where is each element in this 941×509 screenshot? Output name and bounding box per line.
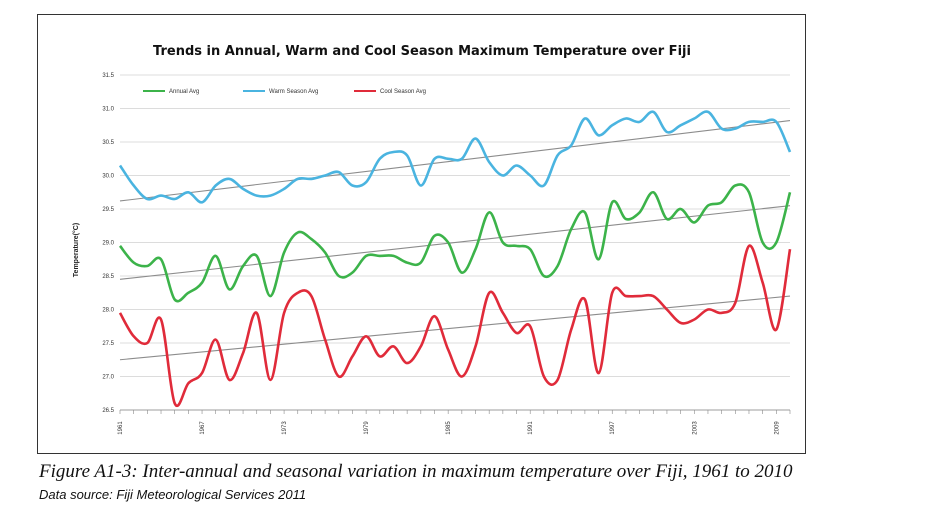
y-tick-label: 27.5 bbox=[102, 341, 114, 347]
legend: Annual Avg Warm Season Avg Cool Season Avg bbox=[143, 89, 426, 95]
y-axis-label: Temperature(°C) bbox=[72, 223, 80, 277]
y-tick-label: 28.0 bbox=[102, 308, 114, 314]
x-tick-label: 2003 bbox=[692, 421, 698, 435]
chart-svg: Trends in Annual, Warm and Cool Season M… bbox=[72, 44, 792, 435]
x-tick-label: 1979 bbox=[364, 421, 370, 435]
x-tick-label: 1967 bbox=[200, 421, 206, 435]
x-tick-label: 1961 bbox=[118, 421, 124, 435]
x-tick-label: 1973 bbox=[282, 421, 288, 435]
x-tick-label: 1997 bbox=[610, 421, 616, 435]
x-tick-label: 2009 bbox=[774, 421, 780, 435]
y-tick-label: 29.0 bbox=[102, 241, 114, 247]
figure-caption: Figure A1-3: Inter-annual and seasonal v… bbox=[39, 461, 793, 482]
x-tick-label: 1991 bbox=[528, 421, 534, 435]
trend-line-cool bbox=[119, 295, 791, 361]
trend-layer bbox=[119, 120, 791, 361]
y-tick-label: 31.5 bbox=[102, 73, 114, 79]
chart-title: Trends in Annual, Warm and Cool Season M… bbox=[153, 44, 691, 59]
chart-frame: Trends in Annual, Warm and Cool Season M… bbox=[37, 14, 806, 454]
y-tick-label: 27.0 bbox=[102, 375, 114, 381]
legend-label-warm: Warm Season Avg bbox=[269, 89, 318, 95]
y-tick-label: 29.5 bbox=[102, 207, 114, 213]
series-line-annual bbox=[118, 183, 792, 303]
series-line-cool bbox=[118, 244, 792, 407]
data-source: Data source: Fiji Meteorological Service… bbox=[39, 487, 307, 502]
y-tick-label: 30.5 bbox=[102, 140, 114, 146]
series-layer bbox=[118, 110, 792, 407]
x-tick-label: 1985 bbox=[446, 421, 452, 435]
series-line-warm bbox=[118, 110, 792, 204]
y-tick-label: 28.5 bbox=[102, 274, 114, 280]
y-tick-label: 26.5 bbox=[102, 408, 114, 414]
legend-label-annual: Annual Avg bbox=[169, 89, 199, 95]
legend-label-cool: Cool Season Avg bbox=[380, 89, 426, 95]
axis-layer: 26.5 27.0 27.5 28.0 28.5 29.0 29.5 30.0 30.5 31.0… bbox=[102, 73, 791, 435]
y-tick-label: 31.0 bbox=[102, 107, 114, 113]
y-tick-label: 30.0 bbox=[102, 174, 114, 180]
trend-line-annual bbox=[119, 205, 791, 280]
